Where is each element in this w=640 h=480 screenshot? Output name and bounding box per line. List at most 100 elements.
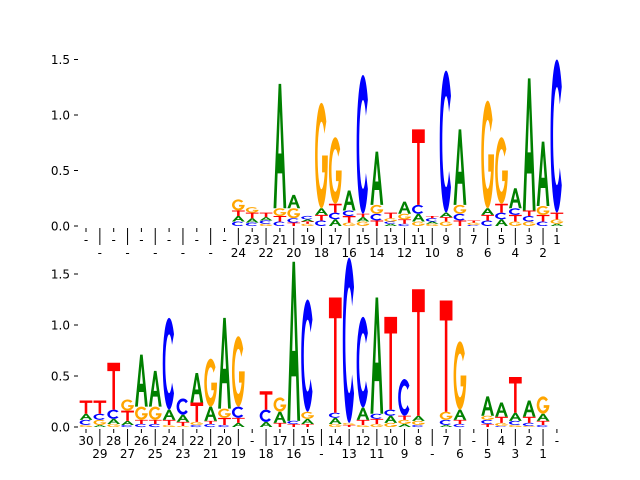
logo-letter-G — [412, 420, 425, 425]
x-tick-label: 16 — [286, 447, 301, 461]
logo-letter-G — [315, 102, 328, 209]
top-logo-panel: 0.00.51.01.5-----------24232221201918171… — [51, 53, 564, 260]
logo-letter-T — [273, 422, 287, 427]
x-tick-label: 8 — [415, 434, 423, 448]
logo-letter-T — [342, 216, 356, 223]
logo-letter-T — [162, 419, 176, 425]
logo-letter-G — [356, 221, 370, 227]
x-tick-label: - — [139, 233, 143, 247]
logo-letter-T — [439, 300, 453, 412]
logo-letter-C — [412, 424, 424, 427]
bottom-logo-panel: 0.00.51.01.5302928272625242322212019-181… — [51, 257, 559, 461]
logo-letter-T — [412, 289, 425, 416]
logo-letter-C — [301, 216, 313, 220]
logo-letter-G — [107, 423, 121, 428]
logo-letter-A — [231, 216, 245, 222]
logo-letter-A — [439, 212, 453, 218]
logo-letter-A — [204, 406, 218, 421]
x-tick-label: 29 — [92, 447, 107, 461]
logo-letter-G — [135, 406, 148, 420]
logo-letter-T — [107, 362, 121, 410]
logo-letter-T — [536, 214, 550, 222]
logo-letter-C — [93, 413, 105, 420]
logo-letter-C — [231, 221, 244, 226]
logo-letter-T — [425, 216, 439, 219]
logo-letter-T — [412, 129, 425, 205]
logo-letter-T — [245, 212, 259, 219]
logo-letter-T — [328, 203, 342, 213]
x-tick-label: 19 — [300, 233, 315, 247]
logo-letter-A — [398, 423, 411, 427]
logo-letter-T — [218, 417, 231, 425]
logo-letter-A — [328, 417, 342, 424]
logo-letter-A — [190, 372, 204, 403]
logo-letter-C — [356, 316, 368, 408]
logo-letter-C — [412, 204, 424, 214]
logo-letter-C — [508, 420, 521, 425]
x-tick-label: 22 — [189, 434, 204, 448]
logo-letter-G — [398, 419, 411, 424]
logo-letter-A — [508, 188, 522, 209]
x-tick-label: - — [98, 246, 102, 260]
x-tick-label: 3 — [512, 447, 520, 461]
logo-letter-G — [301, 411, 314, 419]
y-tick-label: 1.5 — [51, 268, 70, 282]
logo-letter-A — [439, 424, 453, 427]
logo-letter-T — [315, 214, 328, 221]
x-tick-label: - — [319, 447, 323, 461]
logo-letter-A — [245, 218, 259, 223]
logo-letter-T — [328, 297, 342, 413]
logo-letter-C — [522, 216, 535, 222]
logo-letter-A — [315, 208, 328, 215]
x-tick-label: 8 — [456, 246, 464, 260]
logo-letter-T — [287, 423, 301, 427]
logo-letter-T — [231, 417, 245, 423]
logo-letter-A — [273, 411, 287, 423]
logo-letter-T — [370, 418, 384, 424]
x-tick-label: 1 — [539, 447, 547, 461]
logo-letter-G — [522, 221, 536, 227]
logo-letter-C — [328, 412, 341, 418]
x-tick-label: 13 — [383, 233, 398, 247]
logo-letter-A — [259, 421, 273, 427]
x-tick-label: 2 — [539, 246, 547, 260]
logo-letter-C — [107, 409, 119, 419]
logo-letter-G — [356, 424, 370, 428]
logo-letter-A — [135, 354, 148, 407]
x-tick-label: 4 — [498, 434, 506, 448]
logo-letter-T — [273, 216, 287, 222]
x-tick-label: - — [430, 447, 434, 461]
logo-letter-A — [79, 413, 93, 420]
y-tick-label: 1.0 — [51, 109, 70, 123]
logo-letter-T — [356, 213, 370, 218]
logo-letter-C — [204, 423, 216, 427]
logo-letter-G — [495, 422, 508, 426]
logo-letter-G — [93, 419, 107, 425]
logo-letter-A — [342, 190, 356, 211]
logo-letter-G — [301, 223, 314, 227]
logo-letter-C — [439, 70, 451, 213]
logo-letter-T — [522, 416, 536, 423]
logo-letter-A — [273, 83, 287, 209]
logo-letter-C — [453, 423, 465, 427]
logo-letter-G — [398, 213, 411, 220]
logo-letter-A — [384, 415, 398, 423]
logo-letter-A — [536, 413, 550, 421]
logo-letter-A — [287, 194, 301, 209]
logo-letter-A — [259, 217, 273, 221]
logo-letter-C — [536, 424, 548, 427]
logo-letter-C — [190, 424, 202, 427]
x-tick-label: 17 — [328, 233, 343, 247]
logo-letter-C — [425, 218, 438, 222]
x-tick-label: 5 — [498, 233, 506, 247]
logo-letter-G — [287, 208, 301, 219]
logo-letter-C — [245, 222, 258, 226]
logo-letter-A — [107, 418, 121, 424]
logo-letter-G — [495, 137, 508, 204]
logo-letter-C — [342, 210, 355, 217]
logo-letter-A — [453, 129, 467, 205]
logo-letter-G — [412, 221, 425, 227]
x-tick-label: 15 — [355, 233, 370, 247]
x-tick-label: - — [125, 246, 129, 260]
x-tick-label: 14 — [328, 434, 343, 448]
